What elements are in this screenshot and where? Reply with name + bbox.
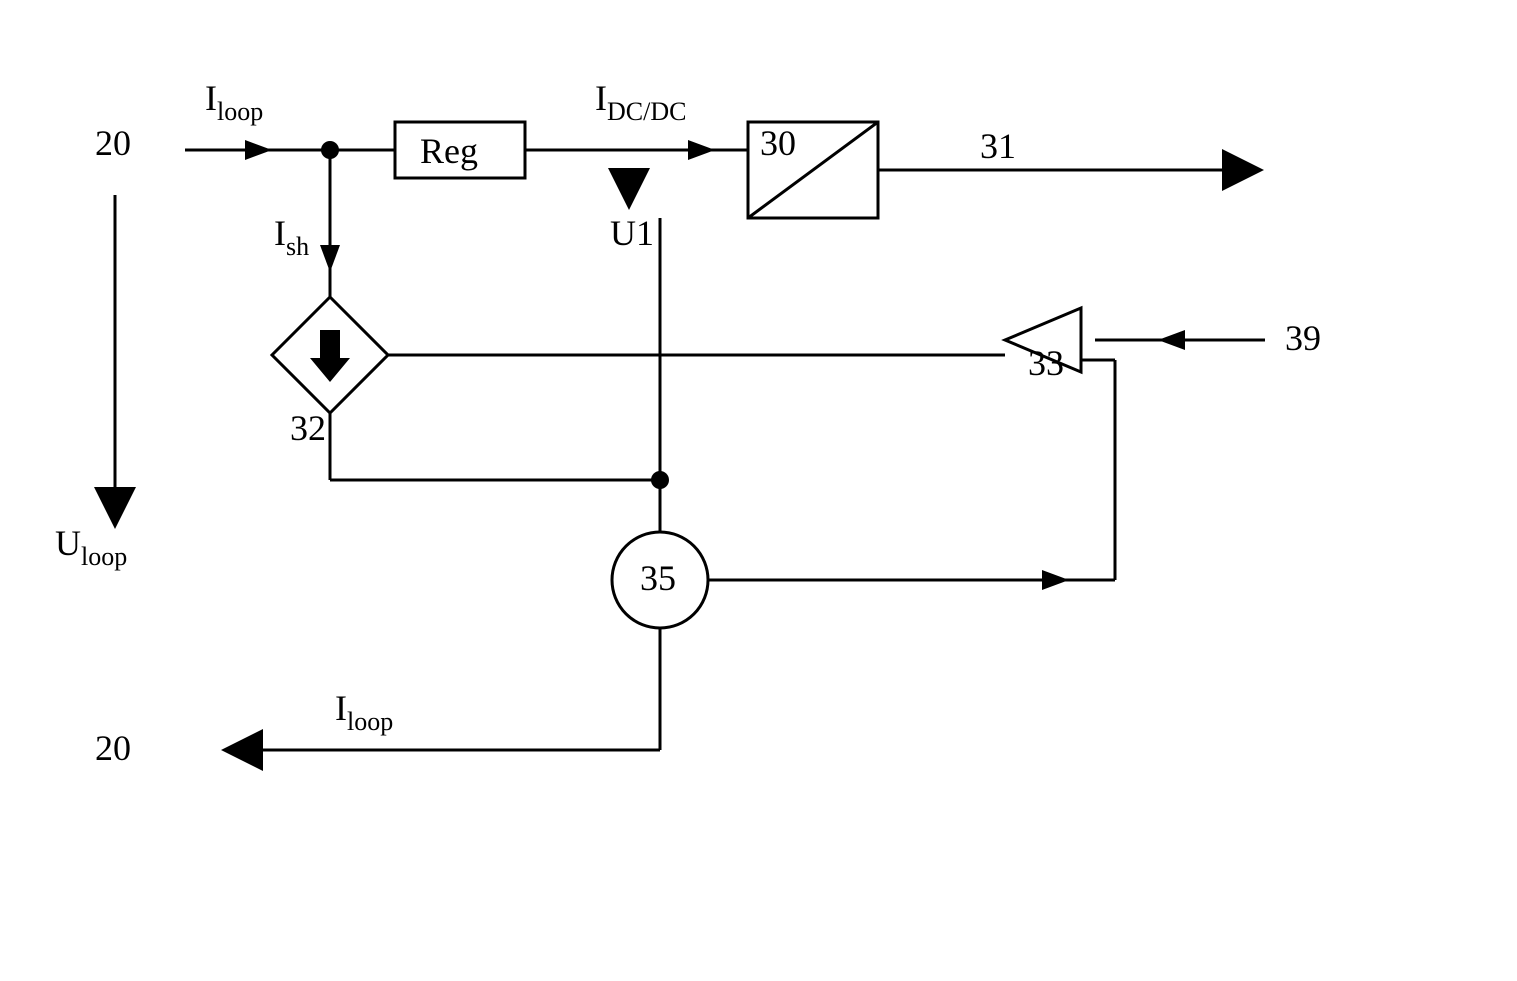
arrowhead-ish: [320, 245, 340, 272]
label-ref-35: 35: [640, 558, 676, 598]
label-ref-33: 33: [1028, 343, 1064, 383]
label-reg: Reg: [420, 131, 478, 171]
circuit-diagram-svg: Iloop 20 Reg IDC/DC 30 31 Ish U1 32 33 3…: [0, 0, 1517, 976]
label-iloop-bottom: Iloop: [335, 688, 393, 736]
label-idcdc: IDC/DC: [595, 78, 686, 126]
label-ref-20-top: 20: [95, 123, 131, 163]
label-ref-20-bottom: 20: [95, 728, 131, 768]
arrowhead-idcdc: [688, 140, 715, 160]
label-ref-32: 32: [290, 408, 326, 448]
label-uloop: Uloop: [55, 523, 127, 571]
arrowhead-iloop-top: [245, 140, 272, 160]
label-ish: Ish: [274, 213, 309, 261]
label-ref-30: 30: [760, 123, 796, 163]
label-u1: U1: [610, 213, 654, 253]
arrowhead-fb-35: [1042, 570, 1069, 590]
arrowhead-39: [1158, 330, 1185, 350]
label-ref-31: 31: [980, 126, 1016, 166]
label-ref-39: 39: [1285, 318, 1321, 358]
junction-mid: [651, 471, 669, 489]
diagram-container: Iloop 20 Reg IDC/DC 30 31 Ish U1 32 33 3…: [0, 0, 1517, 976]
label-iloop-top: Iloop: [205, 78, 263, 126]
diamond-inner-arrow: [310, 330, 350, 382]
